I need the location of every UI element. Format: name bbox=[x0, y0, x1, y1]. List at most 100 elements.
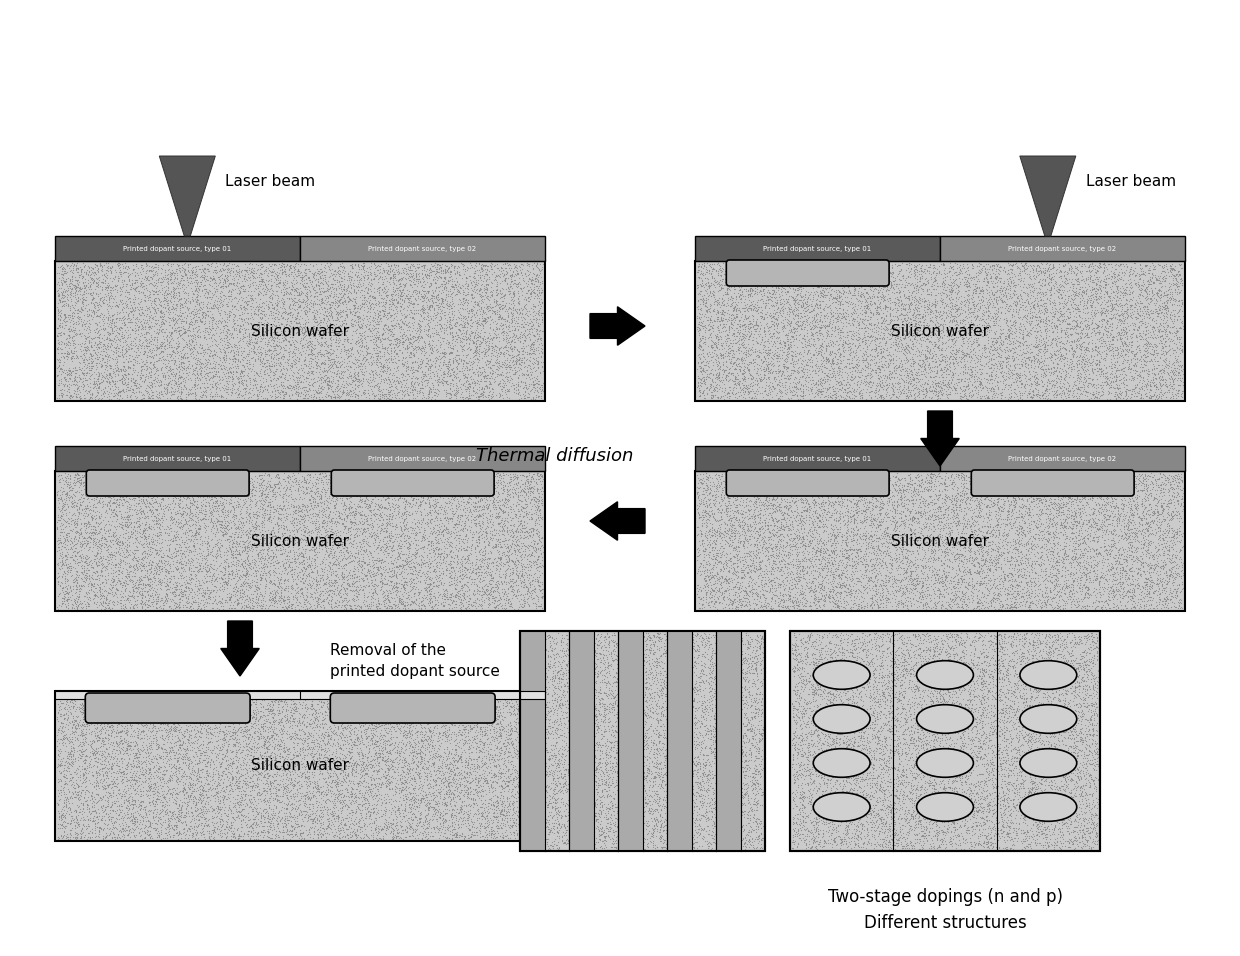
Point bbox=[429, 691, 449, 706]
Point bbox=[529, 709, 549, 725]
Point bbox=[505, 697, 525, 712]
Point bbox=[169, 691, 188, 706]
Point bbox=[286, 522, 306, 537]
Point bbox=[722, 570, 742, 585]
Point bbox=[708, 390, 728, 405]
Point bbox=[991, 468, 1011, 484]
Point bbox=[521, 546, 541, 561]
Point bbox=[951, 359, 971, 375]
Point bbox=[222, 343, 242, 358]
Point bbox=[818, 273, 838, 289]
Point bbox=[1052, 365, 1071, 380]
Point bbox=[941, 510, 961, 525]
Point bbox=[560, 734, 580, 750]
Point bbox=[368, 274, 388, 290]
Point bbox=[342, 338, 362, 354]
Point bbox=[438, 783, 458, 798]
Point bbox=[159, 300, 179, 315]
Point bbox=[507, 487, 527, 502]
Point bbox=[64, 753, 84, 769]
Point bbox=[919, 756, 939, 771]
Point bbox=[413, 598, 433, 613]
Point bbox=[951, 478, 971, 493]
Point bbox=[379, 532, 399, 548]
Point bbox=[340, 263, 360, 278]
Point bbox=[244, 563, 264, 578]
Point bbox=[719, 511, 739, 526]
Point bbox=[667, 807, 687, 822]
Point bbox=[1153, 531, 1173, 546]
Point bbox=[415, 257, 435, 272]
Point bbox=[856, 317, 875, 333]
Point bbox=[455, 829, 475, 844]
Point bbox=[374, 595, 394, 610]
Point bbox=[526, 572, 546, 587]
Point bbox=[1023, 571, 1043, 586]
Point bbox=[378, 382, 398, 398]
Point bbox=[722, 291, 742, 306]
Point bbox=[529, 318, 549, 334]
Point bbox=[897, 277, 916, 293]
Point bbox=[728, 342, 748, 358]
Point bbox=[687, 835, 707, 850]
Point bbox=[501, 598, 521, 614]
Point bbox=[1114, 375, 1133, 390]
Point bbox=[868, 836, 888, 852]
Point bbox=[334, 579, 353, 595]
Point bbox=[331, 542, 351, 557]
Point bbox=[874, 786, 894, 801]
Point bbox=[981, 373, 1001, 388]
Point bbox=[983, 757, 1003, 772]
Point bbox=[833, 491, 853, 507]
Point bbox=[694, 701, 714, 716]
Point bbox=[311, 532, 331, 548]
Point bbox=[693, 318, 713, 334]
Point bbox=[226, 258, 246, 273]
Point bbox=[477, 564, 497, 579]
Point bbox=[526, 353, 546, 368]
Point bbox=[1151, 389, 1171, 404]
Point bbox=[861, 743, 880, 758]
Point bbox=[973, 473, 993, 489]
Point bbox=[236, 538, 255, 554]
Point bbox=[290, 786, 310, 801]
Point bbox=[259, 768, 279, 783]
Point bbox=[1009, 702, 1029, 717]
Point bbox=[526, 471, 546, 487]
Point bbox=[536, 736, 556, 751]
Point bbox=[939, 649, 959, 664]
Point bbox=[224, 345, 244, 360]
Point bbox=[362, 295, 382, 311]
Point bbox=[358, 738, 378, 753]
Point bbox=[322, 468, 342, 484]
Point bbox=[795, 822, 815, 837]
Point bbox=[319, 750, 339, 766]
Point bbox=[1028, 596, 1048, 611]
Point bbox=[833, 342, 853, 358]
Point bbox=[971, 818, 991, 834]
Point bbox=[858, 835, 878, 850]
Point bbox=[145, 759, 165, 774]
Point bbox=[887, 352, 906, 367]
Point bbox=[217, 273, 237, 289]
Point bbox=[859, 304, 879, 319]
Point bbox=[358, 517, 378, 532]
Point bbox=[321, 568, 341, 583]
Point bbox=[1074, 502, 1094, 517]
Point bbox=[1017, 747, 1037, 762]
Point bbox=[1087, 522, 1107, 537]
Point bbox=[1171, 591, 1190, 606]
Point bbox=[290, 826, 310, 841]
Point bbox=[527, 823, 547, 838]
Point bbox=[466, 742, 486, 757]
Point bbox=[522, 699, 542, 714]
Point bbox=[299, 790, 319, 805]
Point bbox=[109, 574, 129, 589]
Point bbox=[528, 339, 548, 355]
Point bbox=[181, 742, 201, 757]
Point bbox=[867, 820, 887, 836]
Point bbox=[57, 513, 77, 529]
Point bbox=[243, 694, 263, 709]
Point bbox=[954, 832, 973, 847]
Point bbox=[143, 384, 162, 400]
